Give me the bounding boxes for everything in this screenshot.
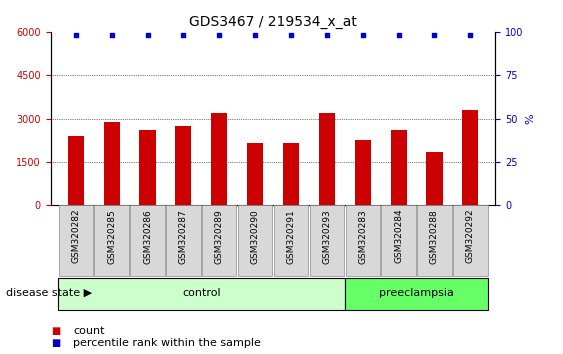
Text: disease state ▶: disease state ▶ (6, 288, 92, 298)
Text: ■: ■ (51, 338, 60, 348)
Text: GSM320287: GSM320287 (179, 209, 188, 264)
Bar (319, 113, 335, 205)
Text: GSM320285: GSM320285 (107, 209, 116, 264)
Text: GSM320282: GSM320282 (72, 209, 81, 263)
Text: GSM320290: GSM320290 (251, 209, 260, 264)
Bar (211, 113, 227, 205)
Bar (104, 122, 120, 205)
Point (107, 33, 116, 38)
FancyBboxPatch shape (310, 205, 344, 276)
Y-axis label: %: % (525, 113, 535, 124)
FancyBboxPatch shape (59, 205, 93, 276)
Point (143, 33, 152, 38)
Text: GSM320286: GSM320286 (143, 209, 152, 264)
Text: GSM320289: GSM320289 (215, 209, 224, 264)
Text: control: control (182, 288, 221, 298)
Bar (175, 126, 191, 205)
FancyBboxPatch shape (95, 205, 129, 276)
Text: preeclampsia: preeclampsia (379, 288, 454, 298)
Point (466, 33, 475, 38)
FancyBboxPatch shape (130, 205, 165, 276)
Point (394, 33, 403, 38)
Text: GSM320288: GSM320288 (430, 209, 439, 264)
Text: count: count (73, 326, 105, 336)
Point (251, 33, 260, 38)
Bar (391, 130, 406, 205)
Point (179, 33, 188, 38)
FancyBboxPatch shape (345, 278, 488, 310)
Point (430, 33, 439, 38)
Bar (462, 110, 479, 205)
Text: GSM320292: GSM320292 (466, 209, 475, 263)
FancyBboxPatch shape (417, 205, 452, 276)
Point (323, 33, 332, 38)
Bar (426, 152, 443, 205)
Point (287, 33, 296, 38)
FancyBboxPatch shape (274, 205, 308, 276)
FancyBboxPatch shape (58, 278, 345, 310)
Text: GSM320283: GSM320283 (358, 209, 367, 264)
FancyBboxPatch shape (346, 205, 380, 276)
FancyBboxPatch shape (238, 205, 272, 276)
Bar (247, 143, 263, 205)
Point (215, 33, 224, 38)
Point (358, 33, 367, 38)
Bar (140, 130, 155, 205)
FancyBboxPatch shape (202, 205, 236, 276)
Bar (355, 140, 371, 205)
Bar (68, 136, 84, 205)
Text: percentile rank within the sample: percentile rank within the sample (73, 338, 261, 348)
Text: GSM320284: GSM320284 (394, 209, 403, 263)
FancyBboxPatch shape (453, 205, 488, 276)
Text: GSM320291: GSM320291 (287, 209, 296, 264)
Point (72, 33, 81, 38)
Bar (283, 143, 299, 205)
Text: ■: ■ (51, 326, 60, 336)
FancyBboxPatch shape (166, 205, 200, 276)
FancyBboxPatch shape (381, 205, 416, 276)
Title: GDS3467 / 219534_x_at: GDS3467 / 219534_x_at (189, 16, 357, 29)
Text: GSM320293: GSM320293 (323, 209, 332, 264)
